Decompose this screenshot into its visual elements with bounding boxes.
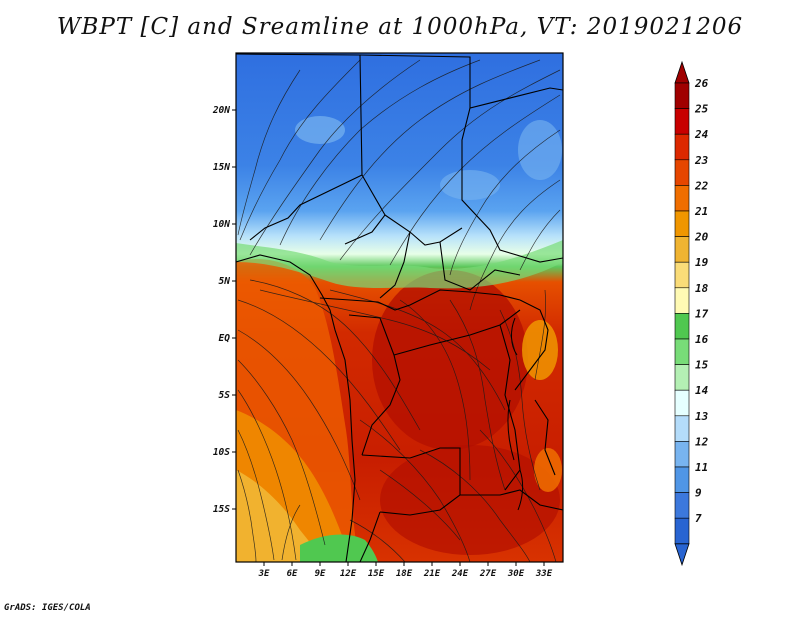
colorbar-label: 12 [695,435,709,448]
wbpt-field [236,53,563,562]
chart-title: WBPT [C] and Sreamline at 1000hPa, VT: 2… [56,14,744,40]
colorbar-label: 13 [695,410,709,423]
colorbar-label: 23 [694,154,709,167]
lon-tick-label: 18E [396,569,413,579]
colorbar-swatch [674,236,690,263]
colorbar-swatch [674,517,690,545]
colorbar-swatch [674,492,690,519]
colorbar-label: 17 [695,307,709,320]
lon-tick-label: 33E [535,569,553,579]
colorbar-label: 15 [695,359,709,372]
lat-tick-label: 5S [219,390,231,401]
colorbar-label: 21 [694,205,708,218]
lat-tick-label: 10N [213,219,230,230]
colorbar-swatch [674,415,690,442]
colorbar-min-arrow [674,543,690,567]
colorbar-swatch [674,466,690,493]
colorbar-swatch [674,441,690,468]
lon-tick-label: 21E [423,569,441,579]
colorbar-swatch [674,364,690,391]
latitude-ticks [232,109,236,510]
lon-tick-label: 12E [340,569,357,579]
colorbar-label: 16 [695,333,709,346]
lon-tick-label: 27E [479,569,497,579]
colorbar-swatch [674,338,690,365]
colorbar-max-arrow [674,60,690,84]
lat-tick-label: 20N [212,105,230,116]
colorbar-swatch [674,133,690,161]
colorbar-label: 7 [695,512,702,525]
colorbar-label: 25 [694,103,709,116]
colorbar: 26 25 24 23 22 21 20 19 18 17 16 15 14 13 12 11 9 7 [674,60,709,567]
colorbar-label: 19 [695,256,709,269]
colorbar-label: 18 [695,282,709,295]
lat-tick-label: 5N [219,276,231,287]
lon-tick-label: 9E [315,569,326,579]
lat-tick-label: EQ [219,333,231,344]
colorbar-label: 9 [695,487,702,500]
map-frame [235,52,564,563]
lon-tick-label: 30E [507,569,525,579]
colorbar-swatch [674,210,690,237]
colorbar-label: 24 [694,128,709,141]
lon-tick-label: 24E [451,569,469,579]
colorbar-swatch [674,82,690,109]
footer-credit: GrADS: IGES/COLA [4,603,91,613]
lon-tick-label: 3E [258,569,270,579]
lon-tick-label: 15E [368,569,385,579]
colorbar-swatch [674,185,690,212]
lon-tick-label: 6E [287,569,298,579]
colorbar-swatch [674,108,690,135]
colorbar-label: 26 [694,77,709,90]
colorbar-label: 22 [694,179,709,192]
longitude-ticks [263,562,545,566]
colorbar-swatch [674,261,690,289]
longitude-axis: 3E 6E 9E 12E 15E 18E 21E 24E 27E 30E 33E [258,569,553,579]
colorbar-swatch [674,159,690,186]
country-borders [236,53,563,562]
colorbar-swatch [674,287,690,314]
colorbar-label: 11 [695,461,708,474]
lat-tick-label: 10S [213,447,230,458]
latitude-axis: 20N 15N 10N 5N EQ 5S 10S 15S [212,105,230,515]
colorbar-label: 20 [694,231,709,244]
lat-tick-label: 15N [213,162,230,173]
colorbar-swatch [674,389,690,417]
lakes [507,317,524,511]
lat-tick-label: 15S [213,504,230,515]
streamlines [237,59,561,562]
colorbar-swatch [674,313,690,340]
colorbar-label: 14 [695,384,709,397]
